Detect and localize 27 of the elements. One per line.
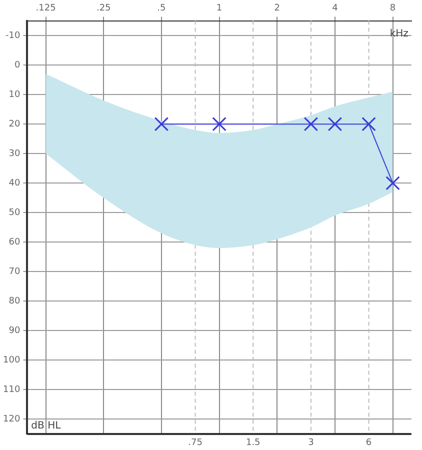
y-axis-title: dB HL <box>31 420 62 432</box>
y-tick-label: 50 <box>8 208 20 218</box>
y-tick-label: 30 <box>8 148 20 159</box>
y-tick-label: -10 <box>5 30 20 41</box>
y-tick-label: 60 <box>8 238 20 248</box>
x-tick-label: 1 <box>216 4 222 14</box>
x-tick-label: 4 <box>332 4 338 14</box>
x-tick-label: .125 <box>36 4 56 14</box>
y-tick-label: 10 <box>8 90 20 100</box>
x-tick-label: 8 <box>390 4 396 14</box>
x-tick-label: .25 <box>96 4 111 14</box>
y-tick-label: 70 <box>8 267 20 278</box>
ref-line-label: 3 <box>308 438 314 448</box>
y-tick-label: 0 <box>14 60 20 70</box>
ref-line-label: 6 <box>366 438 372 448</box>
y-tick-label: 120 <box>2 414 20 425</box>
x-tick-label: .5 <box>157 4 166 14</box>
y-tick-label: 90 <box>8 326 20 336</box>
y-tick-label: 110 <box>2 385 20 396</box>
y-tick-label: 100 <box>2 356 20 366</box>
ref-line-label: 1.5 <box>246 438 260 448</box>
y-tick-label: 80 <box>8 296 20 307</box>
x-tick-label: 2 <box>274 4 280 14</box>
y-tick-label: 40 <box>8 178 20 188</box>
y-tick-label: 20 <box>8 119 20 130</box>
ref-line-label: .75 <box>188 438 202 448</box>
x-axis-title: kHz <box>390 28 408 40</box>
